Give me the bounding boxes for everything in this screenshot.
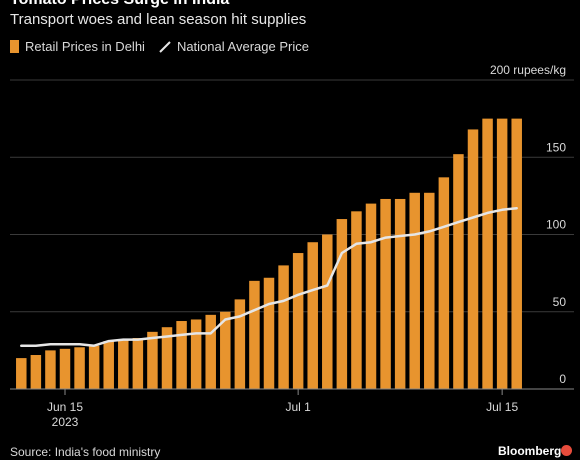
bar <box>16 358 27 389</box>
bar <box>409 192 420 389</box>
bar <box>74 347 85 389</box>
bar <box>453 154 464 389</box>
bar <box>365 203 377 389</box>
bar <box>190 319 202 389</box>
bar <box>161 327 173 389</box>
bar <box>511 118 522 389</box>
bar <box>103 341 114 389</box>
bar <box>30 355 42 389</box>
x-tick-label: Jul 1 <box>285 400 311 414</box>
y-unit-label: 200 rupees/kg <box>490 63 566 77</box>
legend: Retail Prices in Delhi National Average … <box>10 39 309 54</box>
y-tick-label: 50 <box>553 295 567 309</box>
bloomberg-logo-dot-icon <box>561 445 572 456</box>
legend-bar-swatch <box>10 40 19 53</box>
bar <box>307 242 318 389</box>
chart-subtitle: Transport woes and lean season hit suppl… <box>10 11 307 28</box>
legend-bar-label: Retail Prices in Delhi <box>25 39 145 54</box>
bar <box>467 129 479 389</box>
bar <box>496 118 508 389</box>
bar <box>263 277 275 389</box>
bar <box>88 345 100 389</box>
bar <box>278 265 289 389</box>
bar <box>336 219 348 389</box>
bar <box>322 234 333 389</box>
bar <box>292 253 304 389</box>
bar <box>234 299 246 389</box>
chart-title: Tomato Prices Surge in India <box>10 0 229 9</box>
x-tick-label: Jul 15 <box>486 400 518 414</box>
bar <box>132 338 144 389</box>
bar <box>351 211 362 389</box>
bar <box>45 350 56 389</box>
bar <box>147 331 158 389</box>
bar <box>380 198 391 389</box>
bar <box>249 280 260 389</box>
source-note: Source: India's food ministry <box>10 445 161 459</box>
x-tick-label: Jun 15 <box>47 400 83 414</box>
bar <box>220 311 231 389</box>
bar <box>118 339 129 389</box>
y-tick-label: 150 <box>546 140 566 154</box>
bar <box>176 321 187 389</box>
series-line <box>20 206 518 347</box>
legend-line-swatch <box>159 40 171 53</box>
legend-line-label: National Average Price <box>176 39 309 54</box>
y-tick-label: 0 <box>559 372 566 386</box>
bar <box>205 314 216 389</box>
y-tick-label: 100 <box>546 218 566 232</box>
bar <box>394 198 406 389</box>
bar <box>424 192 435 389</box>
bloomberg-logo: Bloomberg <box>498 444 562 458</box>
x-tick-sublabel: 2023 <box>52 415 79 429</box>
bar <box>438 177 450 389</box>
bar <box>482 118 493 389</box>
bar <box>59 348 71 389</box>
